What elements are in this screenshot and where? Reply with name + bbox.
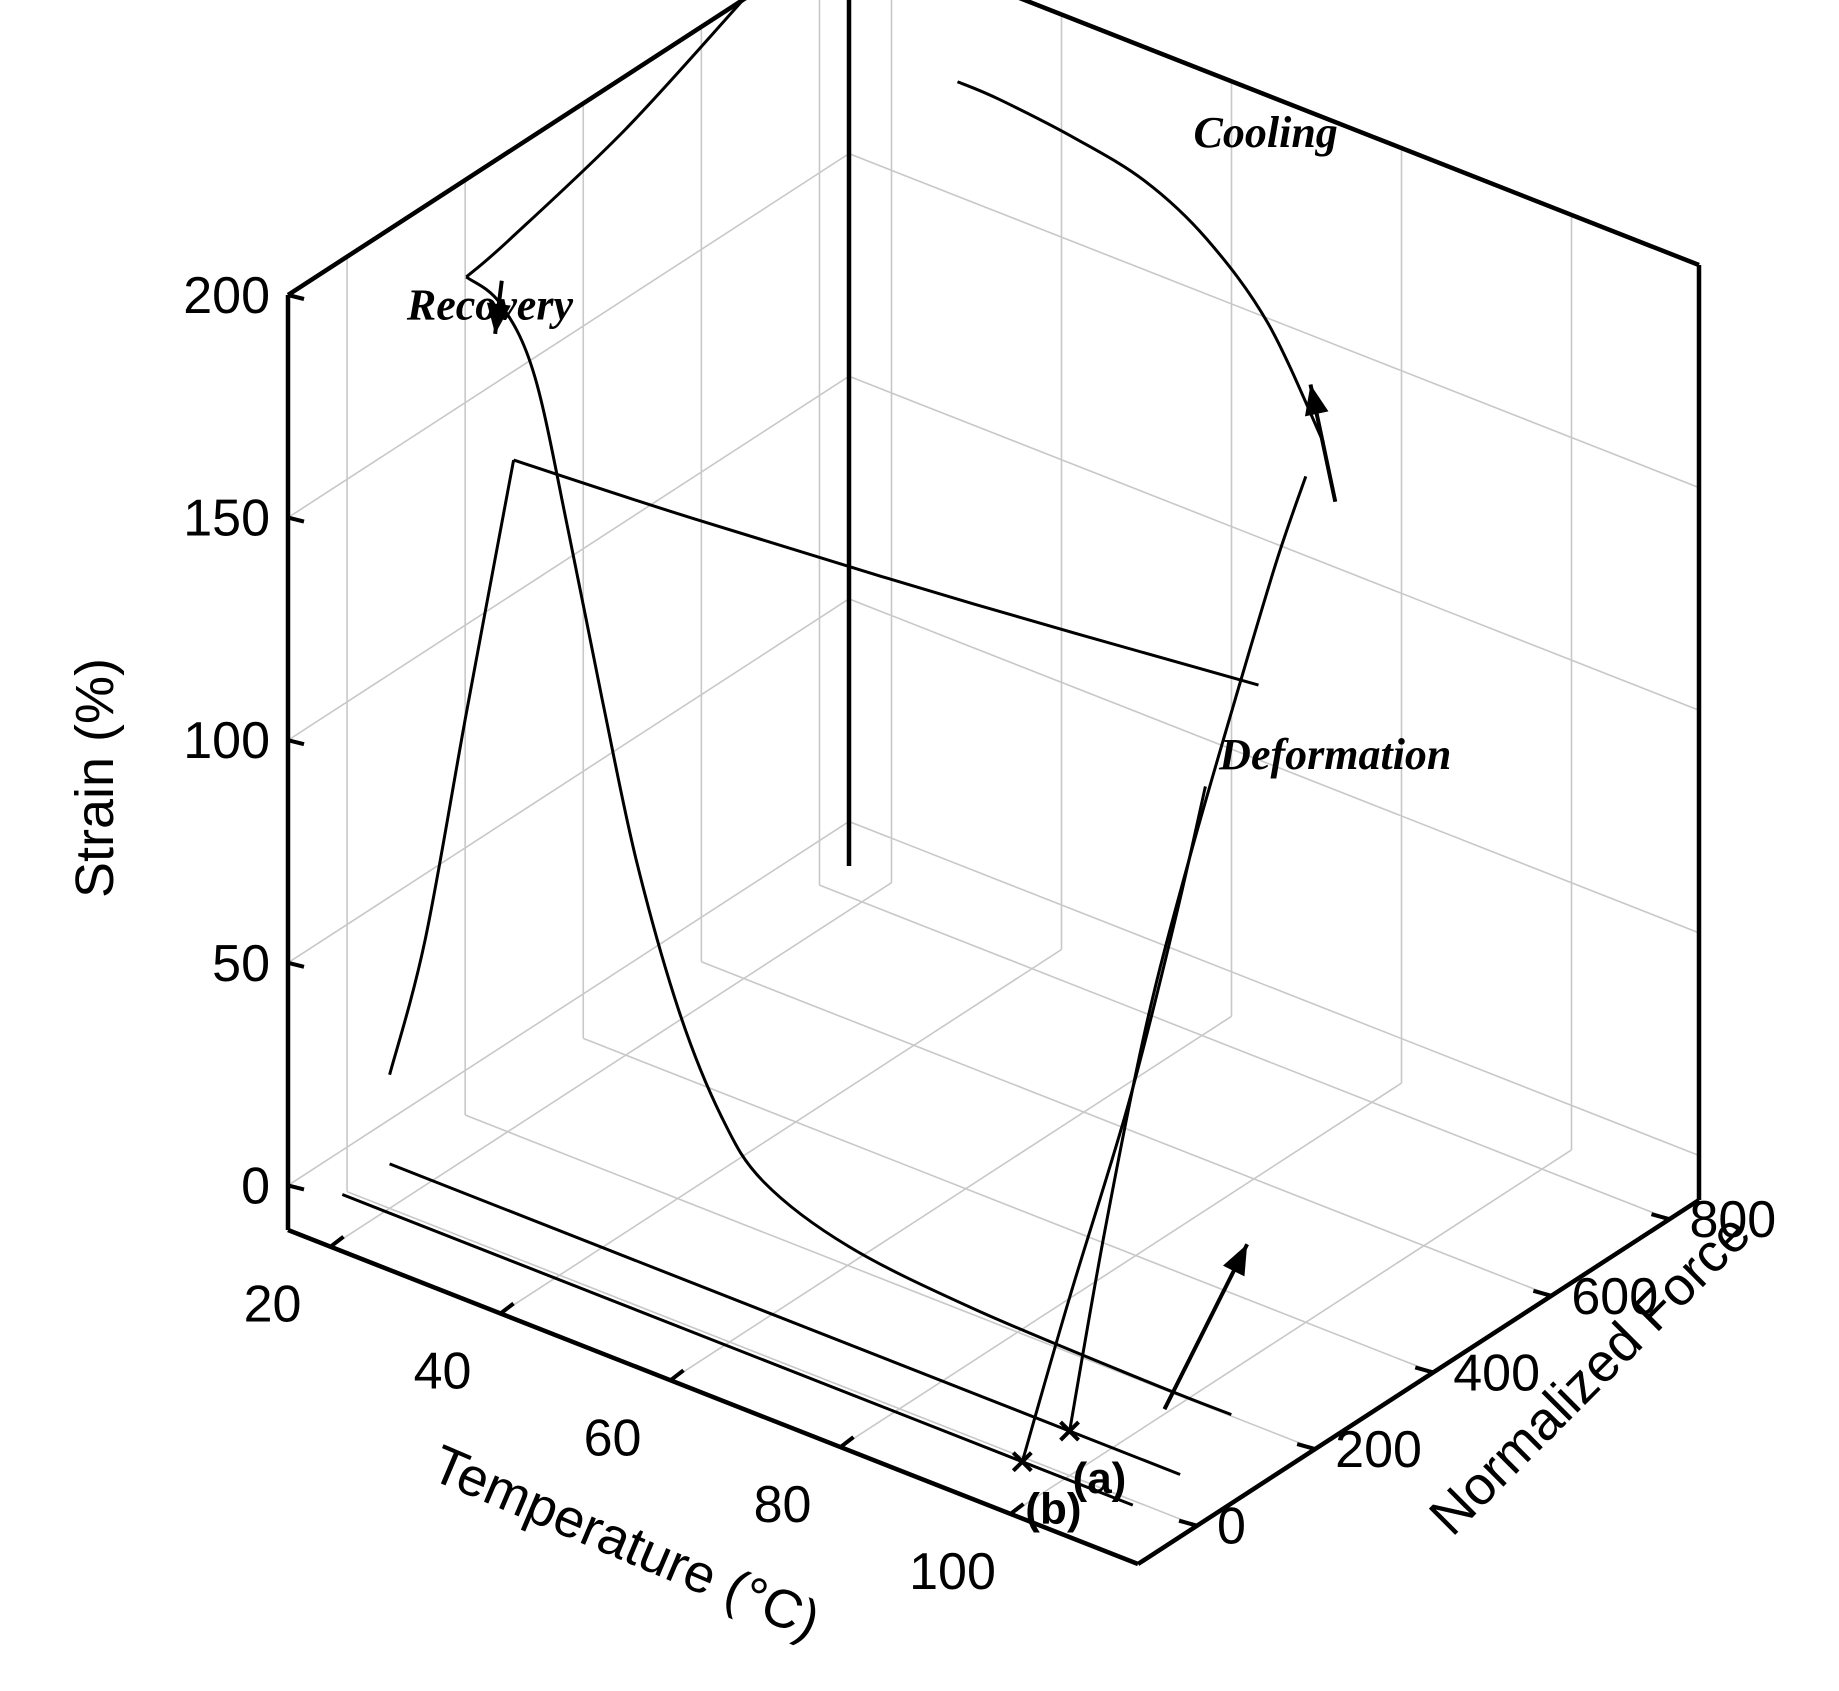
deformation-arrow-head: [1222, 1244, 1248, 1277]
x-tick: [669, 1368, 685, 1382]
y-tick-label: 200: [1335, 1421, 1422, 1479]
grid-back-z: [848, 375, 1700, 711]
y-tick-label: 600: [1571, 1268, 1658, 1326]
x-tick-label: 40: [414, 1343, 472, 1401]
point-a: (a): [1059, 1420, 1127, 1503]
annotation-deformation: Deformation: [1218, 730, 1451, 779]
grid-floor-y: [819, 884, 1670, 1220]
point-label: (a): [1073, 1454, 1127, 1503]
z-axis-title: Strain (%): [65, 658, 125, 898]
z-tick-label: 50: [212, 935, 270, 993]
y-tick: [1650, 1212, 1671, 1222]
x-tick: [499, 1301, 515, 1316]
marked-points: (a)(b): [1011, 1420, 1127, 1534]
deformation-arrow-shaft: [1162, 1243, 1249, 1411]
grid-floor-x: [670, 1015, 1232, 1381]
y-tick-label: 0: [1217, 1498, 1246, 1556]
grid-floor-y: [346, 1190, 1198, 1527]
frame-edge: [286, 0, 747, 297]
grid-left-z: [287, 375, 850, 741]
grid-back-z: [848, 152, 1700, 489]
z-tick: [287, 738, 305, 747]
z-tick-label: 150: [183, 490, 270, 548]
recovery-arrow-head: [486, 302, 511, 334]
y-tick: [1296, 1442, 1316, 1451]
point-label: (b): [1025, 1485, 1081, 1534]
z-tick: [287, 293, 305, 301]
axis-ticks: 20 40 60 80 100 0 200 400 600 800 0 50 100 150 200: [183, 267, 1776, 1601]
grid-floor-y: [701, 961, 1552, 1297]
grid-floor-x: [840, 1082, 1402, 1448]
x-tick-label: 60: [584, 1409, 642, 1467]
curve-recovery: [465, 275, 1232, 1416]
grid-lines: [287, 0, 1700, 1527]
grid-floor-y: [582, 1037, 1434, 1374]
x-tick: [1009, 1502, 1025, 1516]
x-tick-label: 100: [909, 1543, 996, 1601]
z-tick-label: 0: [241, 1157, 270, 1215]
x-tick-label: 80: [754, 1476, 812, 1534]
z-tick-label: 200: [183, 267, 270, 325]
z-tick: [287, 960, 305, 969]
y-tick: [1414, 1365, 1434, 1375]
curve-second-cycle-return: [513, 458, 1259, 687]
point-marker: [1011, 1451, 1033, 1473]
frame-edge: [1136, 1198, 1701, 1566]
point-b: (b): [1011, 1451, 1081, 1534]
annotation-recovery: Recovery: [406, 281, 574, 330]
curve-baseline-b: [341, 1193, 1134, 1507]
x-tick: [329, 1235, 345, 1249]
data-curves: [341, 0, 1325, 1507]
grid-left-z: [287, 0, 745, 296]
y-tick: [1178, 1518, 1198, 1528]
curve-fixing: [465, 0, 746, 279]
z-tick: [287, 515, 305, 524]
cooling-arrow-head: [1304, 384, 1329, 417]
grid-floor-x: [1010, 1149, 1572, 1515]
point-marker: [1059, 1420, 1080, 1442]
annotation-cooling: Cooling: [1194, 108, 1338, 157]
y-tick: [1532, 1288, 1552, 1298]
z-tick: [287, 1183, 305, 1192]
curve-baseline-a: [389, 1162, 1181, 1476]
x-tick: [839, 1435, 855, 1449]
grid-back-z: [848, 598, 1700, 934]
y-tick-label: 800: [1689, 1191, 1776, 1249]
x-tick-label: 20: [244, 1276, 302, 1334]
grid-left-z: [287, 820, 850, 1187]
grid-floor-x: [500, 948, 1062, 1315]
y-tick-label: 400: [1453, 1344, 1540, 1402]
grid-back-z: [848, 820, 1700, 1157]
phase-annotations: FixingCoolingRecoveryDeformation: [406, 108, 1452, 779]
direction-arrows: [486, 280, 1338, 1411]
grid-left-z: [287, 152, 850, 519]
grid-left-z: [287, 598, 850, 964]
frame-edge: [287, 1227, 1139, 1567]
z-tick-label: 100: [183, 712, 270, 770]
axis-titles: Temperature (°C) Normalized Force Strain…: [65, 658, 1762, 1651]
grid-floor-x: [330, 882, 892, 1248]
curve-second-cycle-deformation: [1020, 786, 1207, 1463]
curve-cooling: [956, 80, 1325, 444]
curve-second-cycle-recovery: [388, 459, 516, 1076]
axes-frame: [285, 0, 1702, 1567]
frame-edge: [1018, 0, 1700, 268]
